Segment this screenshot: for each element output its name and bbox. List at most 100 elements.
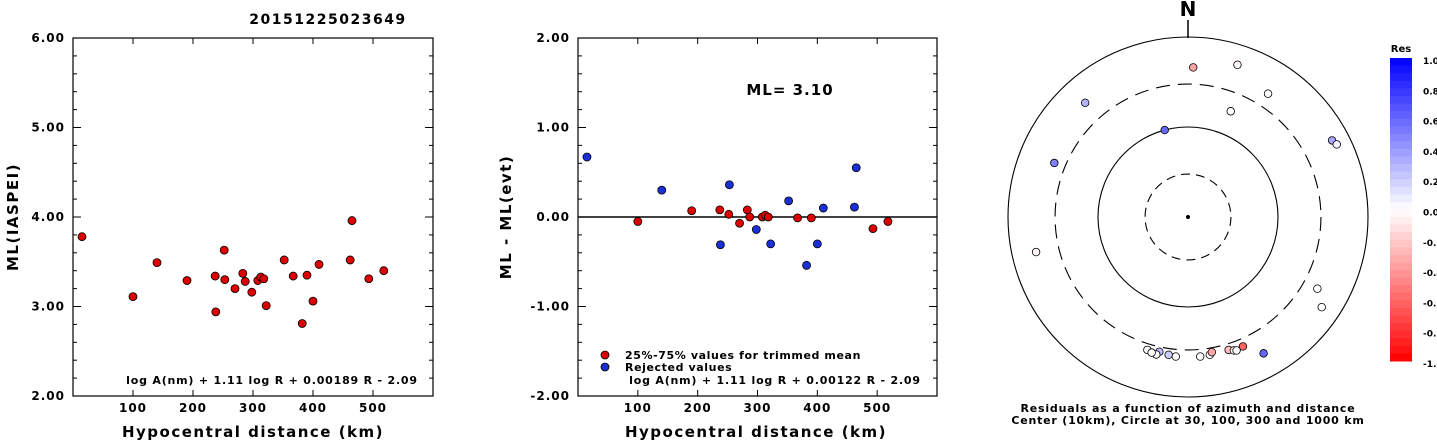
magnitude-x-tick-label: 400 [299,401,327,415]
colorbar-label: -1.0 [1423,360,1437,370]
colorbar-segment [1390,156,1412,165]
residual-rejected-point [582,152,592,162]
colorbar-segment [1390,232,1412,241]
station-point [1171,352,1180,361]
magnitude-point [345,255,355,265]
station-point [1263,89,1273,98]
legend-label-trimmed: 25%-75% values for trimmed mean [625,349,861,362]
colorbar-segment [1390,111,1412,120]
residual-x-tick-label: 300 [743,401,771,415]
residual-point [745,212,755,222]
residual-y-axis-title: ML - ML(evt) [497,155,515,279]
magnitude-point [259,274,269,284]
colorbar-segment [1390,315,1412,324]
magnitude-point [128,292,138,302]
colorbar-label: 0.4 [1423,148,1437,158]
colorbar-segment [1390,194,1412,203]
colorbar-segment [1390,95,1412,104]
magnitude-point [314,260,324,269]
station-point [1238,342,1248,351]
colorbar-segment [1390,300,1412,309]
residual-panel: ML - ML(evt) Hypocentral distance (km) M… [497,31,938,441]
residual-rejected-point [716,240,725,250]
station-point [1080,98,1090,107]
magnitude-point [347,216,357,225]
residual-y-tick-label: -1.00 [530,300,570,314]
residual-colorbar: Res 1.0 0.8 0.6 0.4 0.2 0.0 -0.2 -0.4 -0.6 -0.8 -1… [1390,44,1437,370]
residual-point [687,206,697,216]
colorbar-segment [1390,307,1412,317]
colorbar-label: 0.6 [1423,118,1437,128]
residual-point [735,218,744,228]
colorbar-label: 0.2 [1423,178,1437,188]
legend-marker-rejected [600,362,610,372]
station-point [1147,348,1156,357]
station-point [1317,303,1326,312]
magnitude-x-tick-label: 100 [119,401,147,415]
colorbar-segment [1390,247,1412,256]
distance-circle-1000km [1007,36,1369,398]
azimuth-caption-line-2: Center (10km), Circle at 30, 100, 300 an… [1011,414,1364,427]
legend: 25%-75% values for trimmed mean Rejected… [600,349,861,374]
colorbar-segment [1390,292,1412,301]
magnitude-point [152,258,162,268]
residual-rejected-point [802,260,811,270]
colorbar-segment [1390,179,1412,188]
residual-point [724,209,734,219]
figure-title: 20151225023649 [249,12,406,28]
residual-x-tick-label: 400 [803,401,831,415]
residual-rejected-point [850,202,859,212]
magnitude-point [230,284,240,294]
magnitude-point [364,274,374,284]
colorbar-label: -0.6 [1423,299,1437,309]
residual-point [806,213,816,223]
azimuth-panel: N Residuals as a function of azimuth and… [1007,0,1369,427]
magnitude-point [240,277,250,286]
magnitude-point [297,319,307,328]
colorbar-segment [1390,133,1412,142]
residual-rejected-point [766,239,776,249]
colorbar-segment [1390,345,1412,354]
magnitude-point [247,287,257,297]
colorbar-title: Res [1391,44,1411,55]
colorbar-segment [1390,277,1412,286]
magnitude-point [211,307,221,317]
residual-x-tick-label: 200 [684,401,712,415]
distance-circle-300km [1054,83,1322,351]
colorbar-segment [1390,209,1412,218]
residual-rejected-point [784,196,794,206]
magnitude-formula: log A(nm) + 1.11 log R + 0.00189 R - 2.0… [126,374,418,387]
station-point [1207,347,1217,357]
residual-rejected-point [812,239,822,249]
colorbar-segment [1390,201,1412,210]
magnitude-point [238,268,248,278]
magnitude-y-tick-label: 2.00 [31,389,65,403]
magnitude-point [279,255,289,265]
magnitude-y-axis-title: ML(IASPEI) [4,163,22,271]
magnitude-x-tick-label: 300 [239,401,267,415]
residual-point [883,217,893,226]
magnitude-x-tick-label: 500 [359,401,387,415]
magnitude-point [77,232,87,242]
colorbar-segment [1390,224,1412,233]
station-point [1313,284,1322,293]
colorbar-segment [1390,323,1412,332]
station-point [1160,125,1169,135]
colorbar-segment [1390,103,1412,112]
colorbar-label: -0.4 [1423,269,1437,279]
station-point [1232,346,1241,355]
station-point [1031,247,1041,257]
colorbar-segment [1390,141,1412,150]
colorbar-label: -0.2 [1423,239,1437,249]
colorbar-segment [1390,88,1412,97]
magnitude-point [379,266,389,276]
residual-point [633,217,643,226]
magnitude-point [288,271,298,281]
station-point [1233,60,1242,69]
colorbar-label: 1.0 [1423,57,1437,67]
residual-point [868,224,878,234]
colorbar-label: 0.8 [1423,87,1437,97]
distance-circle-100km [1097,126,1279,308]
colorbar-segment [1390,270,1412,279]
